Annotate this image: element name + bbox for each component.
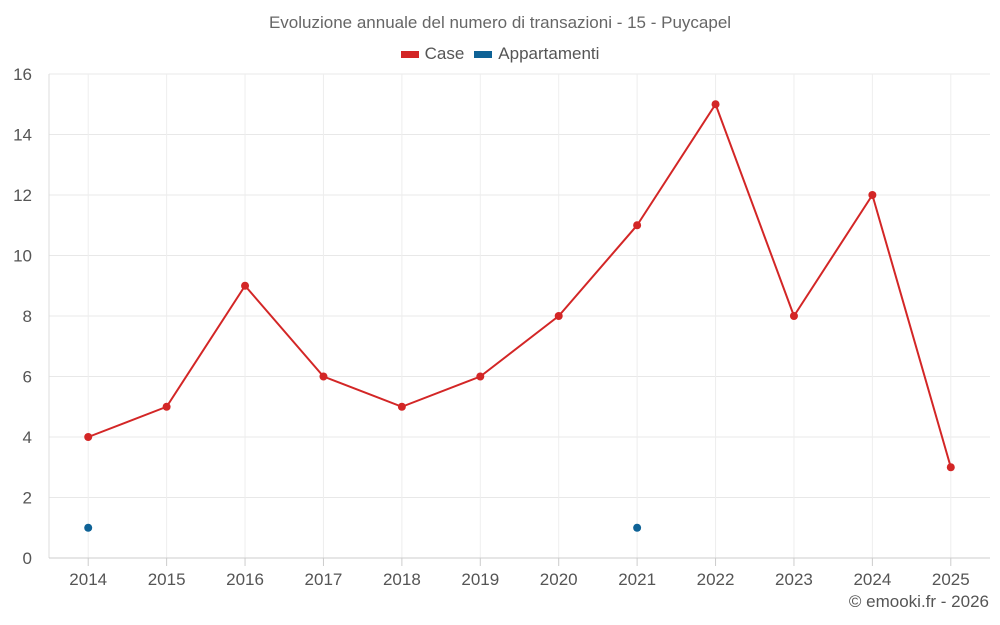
data-point-case <box>633 221 642 230</box>
x-tick-label: 2023 <box>775 570 813 589</box>
chart-title: Evoluzione annuale del numero di transaz… <box>268 13 732 32</box>
data-point-case <box>319 372 328 381</box>
y-tick-label: 8 <box>23 307 32 326</box>
x-tick-label: 2018 <box>383 570 421 589</box>
data-point-appartamenti <box>84 523 93 532</box>
x-tick-label: 2014 <box>69 570 107 589</box>
legend-item-case[interactable]: Case <box>400 44 465 64</box>
y-tick-label: 10 <box>13 247 32 266</box>
chart-legend: Case Appartamenti <box>0 44 1000 64</box>
data-point-case <box>241 281 250 290</box>
series-appartamenti <box>84 523 642 532</box>
y-tick-label: 14 <box>13 126 32 145</box>
legend-swatch-case <box>400 50 419 58</box>
x-tick-label: 2024 <box>853 570 891 589</box>
x-axis-ticks: 2014 2015 2016 2017 2018 2019 2020 2021 2022 2023… <box>69 570 969 589</box>
x-tick-label: 2015 <box>148 570 186 589</box>
data-point-case <box>397 402 406 411</box>
axes <box>48 74 990 566</box>
grid-lines <box>49 73 990 558</box>
legend-item-appartamenti[interactable]: Appartamenti <box>474 44 599 64</box>
x-tick-label: 2025 <box>932 570 970 589</box>
x-tick-label: 2021 <box>618 570 656 589</box>
y-tick-label: 0 <box>23 549 32 568</box>
y-tick-label: 4 <box>23 428 32 447</box>
data-point-case <box>554 312 563 320</box>
x-tick-label: 2019 <box>461 570 499 589</box>
data-point-case <box>868 191 877 199</box>
data-point-appartamenti <box>633 523 642 532</box>
data-point-case <box>946 463 955 472</box>
y-tick-label: 2 <box>23 489 32 508</box>
data-point-case <box>789 312 798 320</box>
y-tick-label: 6 <box>23 368 32 387</box>
x-tick-label: 2020 <box>540 570 578 589</box>
y-axis-ticks: 0 2 4 6 8 10 12 14 16 <box>13 65 32 568</box>
y-tick-label: 12 <box>13 186 32 205</box>
y-tick-label: 16 <box>13 65 32 84</box>
legend-swatch-appartamenti <box>474 50 493 58</box>
x-tick-label: 2017 <box>305 570 343 589</box>
legend-label-appartamenti: Appartamenti <box>498 44 600 63</box>
x-tick-label: 2022 <box>697 570 735 589</box>
data-point-case <box>162 402 171 411</box>
series-layer <box>84 100 955 532</box>
data-point-case <box>84 433 93 441</box>
series-case <box>84 100 955 472</box>
data-point-case <box>711 100 720 109</box>
x-tick-label: 2016 <box>226 570 264 589</box>
series-line-case <box>87 103 952 468</box>
legend-label-case: Case <box>424 44 465 63</box>
copyright-credit: © emooki.fr - 2026 <box>848 592 989 611</box>
data-point-case <box>476 372 485 381</box>
